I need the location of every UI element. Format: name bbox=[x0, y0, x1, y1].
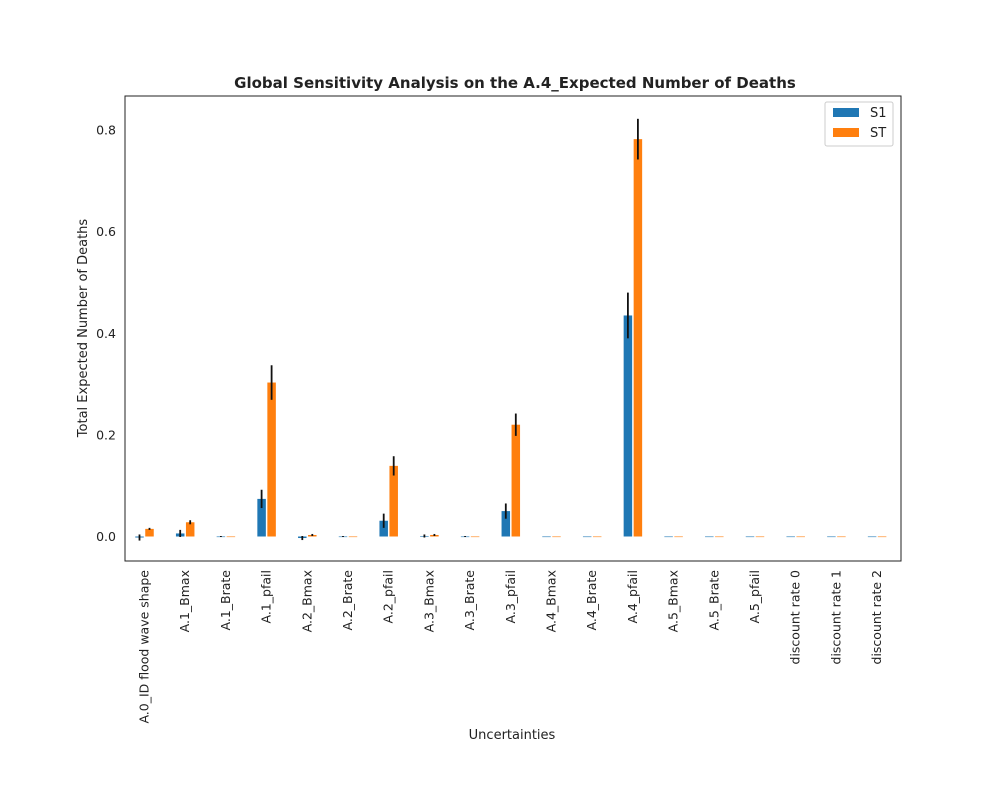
legend-swatch-st bbox=[833, 128, 859, 137]
bar-s1-10 bbox=[542, 537, 551, 538]
x-tick-label-18: discount rate 2 bbox=[869, 570, 884, 664]
x-tick-label-17: discount rate 1 bbox=[828, 570, 843, 664]
x-tick-label-7: A.3_Bmax bbox=[421, 570, 436, 632]
bar-st-9 bbox=[512, 425, 521, 537]
bar-s1-15 bbox=[746, 537, 755, 538]
bar-st-8 bbox=[471, 537, 480, 538]
x-tick-labels: A.0_ID flood wave shape A.1_Bmax A.1_Brate… bbox=[137, 570, 885, 724]
bar-st-16 bbox=[796, 537, 805, 538]
x-tick-label-4: A.2_Bmax bbox=[299, 570, 314, 632]
bar-st-18 bbox=[878, 537, 887, 538]
x-tick-label-2: A.1_Brate bbox=[218, 570, 233, 631]
legend-swatch-s1 bbox=[833, 108, 859, 117]
bar-s1-13 bbox=[664, 537, 673, 538]
x-tick-label-12: A.4_pfail bbox=[625, 570, 640, 623]
legend-label-s1: S1 bbox=[870, 106, 887, 121]
bar-st-3 bbox=[267, 383, 276, 537]
bar-st-13 bbox=[674, 537, 683, 538]
x-tick-label-11: A.4_Brate bbox=[584, 570, 599, 631]
y-tick-label-0: 0.0 bbox=[96, 529, 116, 544]
y-tick-labels: 0.0 0.2 0.4 0.6 0.8 bbox=[96, 123, 116, 545]
bar-st-11 bbox=[593, 537, 602, 538]
legend: S1 ST bbox=[825, 102, 893, 146]
x-tick-label-6: A.2_pfail bbox=[381, 570, 396, 623]
bar-st-5 bbox=[349, 537, 358, 538]
bar-s1-17 bbox=[827, 537, 836, 538]
bar-s1-12 bbox=[624, 315, 633, 536]
legend-label-st: ST bbox=[870, 126, 886, 141]
x-tick-label-3: A.1_pfail bbox=[259, 570, 274, 623]
bar-s1-16 bbox=[786, 537, 795, 538]
y-tick-label-2: 0.4 bbox=[96, 326, 116, 341]
bar-st-6 bbox=[389, 466, 398, 537]
y-tick-label-4: 0.8 bbox=[96, 123, 116, 138]
x-tick-label-8: A.3_Brate bbox=[462, 570, 477, 631]
y-tick-label-1: 0.2 bbox=[96, 427, 116, 442]
bar-st-2 bbox=[227, 537, 236, 538]
x-tick-label-13: A.5_Bmax bbox=[666, 570, 681, 632]
x-tick-label-10: A.4_Bmax bbox=[544, 570, 559, 632]
bar-st-17 bbox=[837, 537, 846, 538]
y-axis-label: Total Expected Number of Deaths bbox=[76, 219, 91, 439]
x-tick-label-0: A.0_ID flood wave shape bbox=[137, 570, 152, 724]
x-tick-label-1: A.1_Bmax bbox=[177, 570, 192, 632]
y-tick-label-3: 0.6 bbox=[96, 224, 116, 239]
x-tick-label-14: A.5_Brate bbox=[706, 570, 721, 631]
x-tick-label-16: discount rate 0 bbox=[788, 570, 803, 665]
bar-s1-18 bbox=[868, 537, 877, 538]
x-axis-label: Uncertainties bbox=[469, 728, 556, 743]
x-tick-label-5: A.2_Brate bbox=[340, 570, 355, 631]
bar-st-0 bbox=[145, 529, 154, 537]
bar-st-12 bbox=[634, 139, 643, 536]
x-tick-label-15: A.5_pfail bbox=[747, 570, 762, 623]
bar-st-10 bbox=[552, 537, 561, 538]
chart-title: Global Sensitivity Analysis on the A.4_E… bbox=[234, 74, 796, 92]
bar-st-14 bbox=[715, 537, 724, 538]
x-tick-label-9: A.3_pfail bbox=[503, 570, 518, 623]
bar-s1-11 bbox=[583, 537, 592, 538]
bar-st-1 bbox=[186, 522, 195, 536]
bar-s1-14 bbox=[705, 537, 714, 538]
bar-st-15 bbox=[756, 537, 765, 538]
